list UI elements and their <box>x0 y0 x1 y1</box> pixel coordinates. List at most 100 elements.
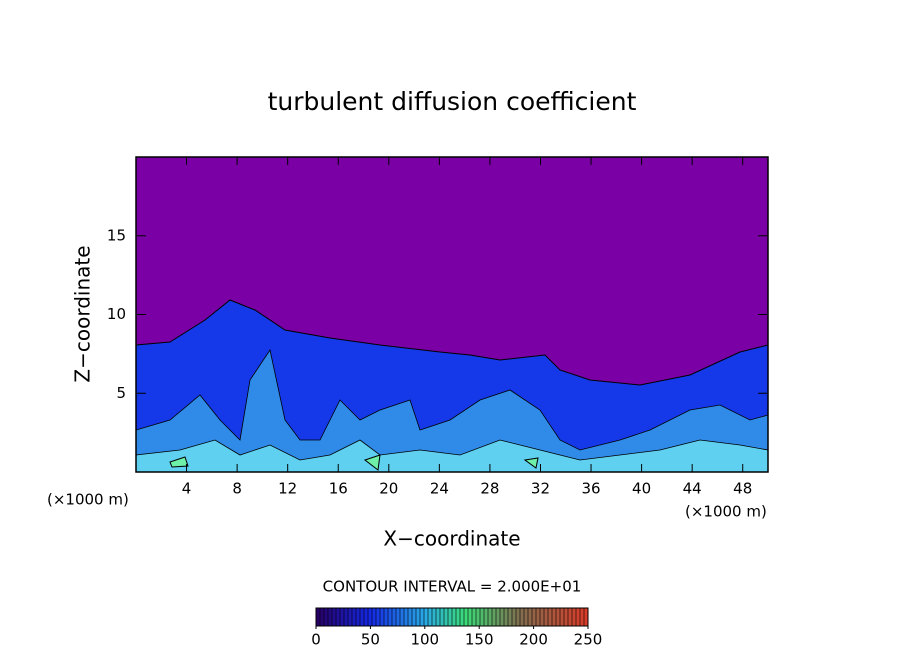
colorbar-swatch <box>336 608 340 626</box>
colorbar-swatch <box>540 608 544 626</box>
colorbar-swatch <box>516 608 520 626</box>
colorbar-swatch <box>552 608 556 626</box>
colorbar-swatch <box>488 608 492 626</box>
field <box>135 157 769 473</box>
colorbar-swatch <box>316 608 320 626</box>
colorbar-swatch <box>508 608 512 626</box>
colorbar-swatch <box>580 608 584 626</box>
colorbar-swatch <box>576 608 580 626</box>
colorbar-swatch <box>572 608 576 626</box>
colorbar-tick-label: 100 <box>410 631 439 649</box>
colorbar-swatch <box>480 608 484 626</box>
colorbar-tick-label: 250 <box>574 631 603 649</box>
colorbar-swatch <box>468 608 472 626</box>
colorbar-swatch <box>484 608 488 626</box>
colorbar-swatch <box>424 608 428 626</box>
colorbar-swatch <box>380 608 384 626</box>
colorbar-swatch <box>548 608 552 626</box>
colorbar-swatch <box>376 608 380 626</box>
colorbar-tick-label: 150 <box>465 631 494 649</box>
colorbar-swatch <box>328 608 332 626</box>
colorbar-swatch <box>332 608 336 626</box>
colorbar-swatch <box>384 608 388 626</box>
field-region <box>169 454 539 471</box>
colorbar-swatch <box>340 608 344 626</box>
colorbar-swatch <box>352 608 356 626</box>
colorbar-tick-label: 200 <box>519 631 548 649</box>
colorbar-swatch <box>512 608 516 626</box>
y-axis-label: Z−coordinate <box>71 245 95 382</box>
colorbar-swatch <box>324 608 328 626</box>
colorbar-swatch <box>396 608 400 626</box>
colorbar-swatch <box>584 608 588 626</box>
colorbar-swatch <box>536 608 540 626</box>
colorbar-frame <box>315 607 589 627</box>
colorbar-swatch <box>460 608 464 626</box>
colorbar-swatch <box>440 608 444 626</box>
colorbar-swatch <box>344 608 348 626</box>
colorbar-swatch <box>360 608 364 626</box>
colorbar-swatch <box>520 608 524 626</box>
colorbar-swatch <box>492 608 496 626</box>
y-tick-label: 5 <box>116 384 126 402</box>
colorbar-swatch <box>364 608 368 626</box>
colorbar-swatch <box>448 608 452 626</box>
colorbar-swatch <box>436 608 440 626</box>
chart-title: turbulent diffusion coefficient <box>268 87 637 116</box>
x-tick-label: 36 <box>581 480 600 498</box>
colorbar-swatch <box>404 608 408 626</box>
colorbar-swatch <box>560 608 564 626</box>
colorbar-swatch <box>348 608 352 626</box>
colorbar-swatch <box>416 608 420 626</box>
x-tick-label: 40 <box>632 480 651 498</box>
x-unit-label: (×1000 m) <box>47 491 129 509</box>
x-tick-label: 44 <box>683 480 702 498</box>
x-tick-label: 48 <box>733 480 752 498</box>
x-axis-label: X−coordinate <box>383 527 520 551</box>
colorbar-swatch <box>464 608 468 626</box>
colorbar-swatch <box>356 608 360 626</box>
x-tick-label: 8 <box>232 480 242 498</box>
y-tick-label: 10 <box>107 305 126 323</box>
field-region <box>135 299 769 473</box>
colorbar-tick-label: 50 <box>361 631 380 649</box>
colorbar-swatch <box>408 608 412 626</box>
colorbar-swatch <box>444 608 448 626</box>
colorbar-swatch <box>504 608 508 626</box>
colorbar-swatch <box>528 608 532 626</box>
x-tick-label: 4 <box>182 480 192 498</box>
colorbar-swatch <box>432 608 436 626</box>
field-region <box>135 348 769 473</box>
colorbar-swatch <box>452 608 456 626</box>
field-region <box>135 439 769 473</box>
colorbar-tick-label: 0 <box>311 631 321 649</box>
colorbar-swatch <box>472 608 476 626</box>
x-tick-label: 28 <box>480 480 499 498</box>
x-unit-label: (×1000 m) <box>685 503 767 521</box>
colorbar-swatch <box>412 608 416 626</box>
x-tick-label: 16 <box>329 480 348 498</box>
colorbar-swatch <box>456 608 460 626</box>
x-tick-label: 24 <box>430 480 449 498</box>
colorbar-swatch <box>428 608 432 626</box>
y-tick-label: 15 <box>107 226 126 244</box>
colorbar-swatch <box>564 608 568 626</box>
colorbar-swatch <box>372 608 376 626</box>
x-tick-label: 20 <box>379 480 398 498</box>
x-tick-label: 12 <box>278 480 297 498</box>
colorbar-swatch <box>556 608 560 626</box>
colorbar-swatch <box>500 608 504 626</box>
colorbar-swatch <box>388 608 392 626</box>
colorbar-swatch <box>320 608 324 626</box>
colorbar-swatch <box>476 608 480 626</box>
colorbar-swatch <box>568 608 572 626</box>
colorbar-swatch <box>544 608 548 626</box>
colorbar-swatch <box>532 608 536 626</box>
colorbar-swatch <box>496 608 500 626</box>
x-tick-label: 32 <box>531 480 550 498</box>
colorbar-swatch <box>420 608 424 626</box>
colorbar-swatch <box>400 608 404 626</box>
colorbar-swatch <box>392 608 396 626</box>
colorbar-swatch <box>368 608 372 626</box>
